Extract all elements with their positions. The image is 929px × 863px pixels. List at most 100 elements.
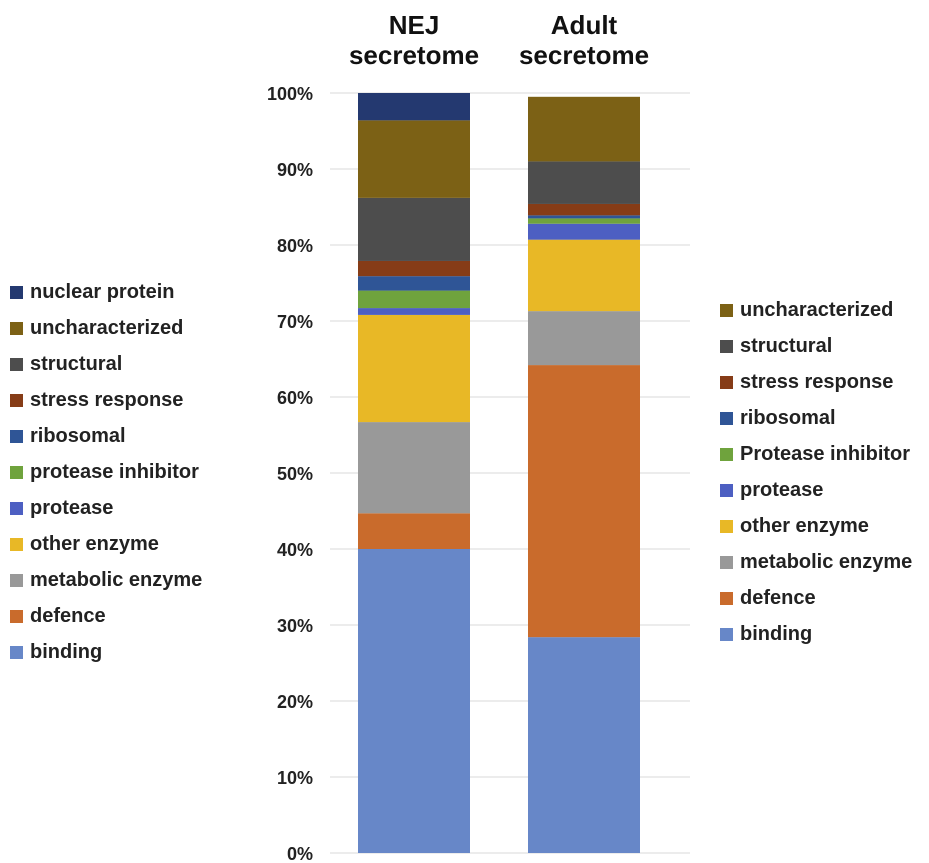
column-title-adult: Adult secretome: [484, 10, 684, 70]
legend-item: other enzyme: [10, 526, 202, 562]
y-tick-label: 80%: [277, 236, 313, 256]
legend-item: structural: [10, 346, 202, 382]
legend-item: defence: [10, 598, 202, 634]
column-title-nej: NEJ secretome: [314, 10, 514, 70]
legend-item: protease inhibitor: [10, 454, 202, 490]
bar-segment-protease: [528, 223, 640, 240]
legend-item: protease: [10, 490, 202, 526]
legend-label: binding: [30, 640, 103, 663]
bar-segment-defence: [358, 513, 470, 549]
y-axis: 0% 10% 20% 30% 40% 50% 60% 70% 80% 90% 100%: [267, 84, 313, 863]
column-title-adult-line2: secretome: [518, 40, 650, 70]
legend-label: structural: [30, 352, 123, 375]
legend-swatch: [10, 357, 23, 371]
bar-segment-other-enzyme: [528, 239, 640, 312]
legend-label: uncharacterized: [740, 298, 894, 321]
legend-swatch: [720, 303, 733, 317]
bar-segment-protease-inhibitor: [528, 218, 640, 224]
legend-item: binding: [720, 616, 912, 652]
column-title-adult-line1: Adult: [550, 10, 618, 40]
bar-segment-structural: [358, 197, 470, 261]
legend-item: stress response: [10, 382, 202, 418]
legend-label: metabolic enzyme: [740, 550, 913, 573]
legend-label: nuclear protein: [30, 280, 175, 303]
legend-label: protease: [740, 478, 824, 501]
legend-swatch: [720, 483, 733, 497]
bar-segment-binding: [528, 637, 640, 853]
y-tick-label: 100%: [267, 84, 313, 104]
legend-label: protease: [30, 496, 114, 519]
legend-label: ribosomal: [740, 406, 836, 429]
y-tick-label: 90%: [277, 160, 313, 180]
bar-segment-metabolic-enzyme: [358, 422, 470, 514]
bar-segment-protease: [358, 308, 470, 315]
legend-swatch: [10, 537, 23, 551]
legend-label: defence: [740, 586, 816, 609]
y-tick-label: 40%: [277, 540, 313, 560]
legend-item: uncharacterized: [10, 310, 202, 346]
bar-segment-binding: [358, 549, 470, 853]
legend-swatch: [10, 465, 23, 479]
legend-swatch: [10, 609, 23, 623]
legend-item: uncharacterized: [720, 292, 912, 328]
bar-segment-structural: [528, 161, 640, 204]
legend-item: structural: [720, 328, 912, 364]
y-tick-label: 50%: [277, 464, 313, 484]
legend-nej: nuclear protein uncharacterized structural…: [10, 274, 202, 670]
bar-segment-uncharacterized: [358, 120, 470, 198]
bar-segment-ribosomal: [528, 215, 640, 219]
legend-swatch: [720, 519, 733, 533]
legend-item: defence: [720, 580, 912, 616]
legend-label: defence: [30, 604, 106, 627]
legend-label: ribosomal: [30, 424, 126, 447]
legend-swatch: [720, 591, 733, 605]
legend-item: other enzyme: [720, 508, 912, 544]
legend-swatch: [720, 375, 733, 389]
legend-swatch: [720, 339, 733, 353]
legend-swatch: [10, 645, 23, 659]
y-tick-label: 20%: [277, 692, 313, 712]
legend-swatch: [10, 573, 23, 587]
legend-swatch: [10, 321, 23, 335]
legend-swatch: [10, 501, 23, 515]
legend-label: metabolic enzyme: [30, 568, 203, 591]
bar-segment-metabolic-enzyme: [528, 311, 640, 366]
legend-label: other enzyme: [740, 514, 869, 537]
legend-label: other enzyme: [30, 532, 159, 555]
legend-item: ribosomal: [720, 400, 912, 436]
legend-label: protease inhibitor: [30, 460, 199, 483]
legend-label: stress response: [30, 388, 184, 411]
column-title-nej-line1: NEJ: [388, 10, 440, 40]
legend-label: uncharacterized: [30, 316, 184, 339]
bar-segment-defence: [528, 365, 640, 638]
legend-item: ribosomal: [10, 418, 202, 454]
bar-segment-stress-response: [528, 203, 640, 216]
legend-swatch: [720, 627, 733, 641]
legend-label: structural: [740, 334, 833, 357]
legend-item: nuclear protein: [10, 274, 202, 310]
legend-swatch: [720, 447, 733, 461]
y-tick-label: 70%: [277, 312, 313, 332]
legend-swatch: [10, 393, 23, 407]
legend-item: binding: [10, 634, 202, 670]
legend-item: Protease inhibitor: [720, 436, 912, 472]
legend-item: metabolic enzyme: [720, 544, 912, 580]
bar-segment-stress-response: [358, 260, 470, 277]
bar-segment-ribosomal: [358, 276, 470, 291]
y-tick-label: 0%: [287, 844, 313, 863]
legend-item: stress response: [720, 364, 912, 400]
bar-segment-nuclear-protein: [358, 93, 470, 121]
y-tick-label: 30%: [277, 616, 313, 636]
bar-segment-uncharacterized: [528, 96, 640, 162]
y-tick-label: 10%: [277, 768, 313, 788]
legend-adult: uncharacterized structural stress response…: [720, 292, 912, 652]
bar-segment-other-enzyme: [358, 314, 470, 423]
legend-swatch: [10, 429, 23, 443]
legend-label: binding: [740, 622, 813, 645]
legend-item: metabolic enzyme: [10, 562, 202, 598]
legend-swatch: [720, 411, 733, 425]
bar-segment-protease-inhibitor: [358, 290, 470, 309]
column-title-nej-line2: secretome: [348, 40, 480, 70]
legend-swatch: [10, 285, 23, 299]
